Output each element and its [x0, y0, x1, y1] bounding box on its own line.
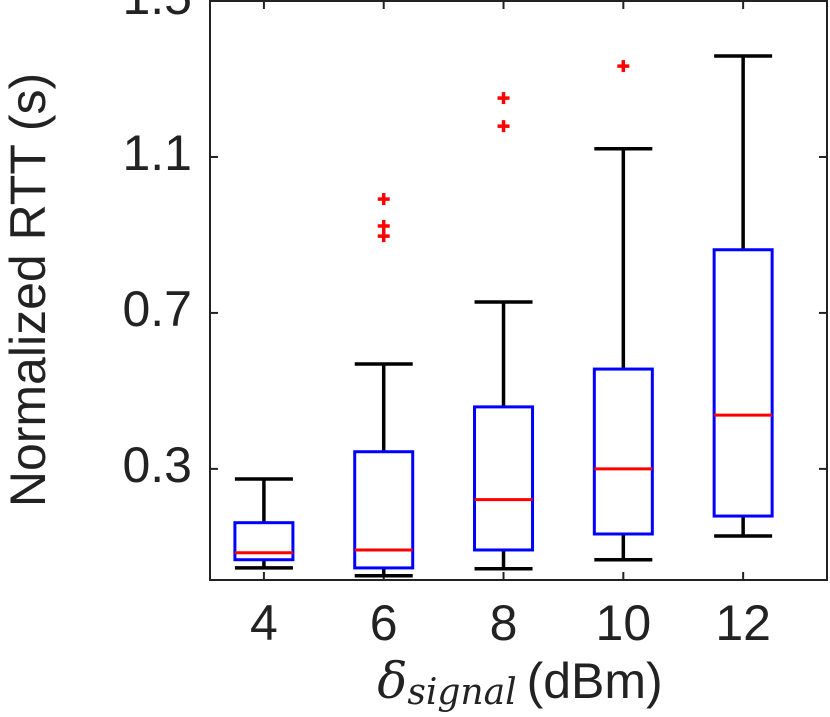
y-tick-label: 0.3 [122, 437, 192, 493]
outlier [497, 92, 510, 105]
x-tick-label: 12 [715, 595, 771, 651]
x-tick-label: 10 [596, 595, 652, 651]
box [473, 405, 535, 552]
box [592, 367, 654, 536]
x-tick-label: 8 [490, 595, 518, 651]
x-label-symbol: δ [377, 652, 407, 710]
plot-frame [209, 0, 828, 581]
x-tick-label: 6 [370, 595, 398, 651]
x-label-subscript: signal [407, 672, 516, 713]
x-axis-label: δsignal (dBm) [377, 652, 662, 713]
y-tick-label: 1.1 [122, 125, 192, 181]
box [712, 248, 774, 518]
y-tick-label: 0.7 [122, 281, 192, 337]
outlier [497, 120, 510, 133]
outlier [377, 219, 390, 232]
x-tick-label: 4 [250, 595, 278, 651]
outlier [617, 60, 630, 73]
outlier [377, 230, 390, 243]
x-label-unit: (dBm) [527, 653, 663, 709]
y-axis-label: Normalized RTT (s) [0, 73, 56, 507]
y-tick-label: 1.5 [122, 0, 192, 25]
outlier [377, 193, 390, 206]
